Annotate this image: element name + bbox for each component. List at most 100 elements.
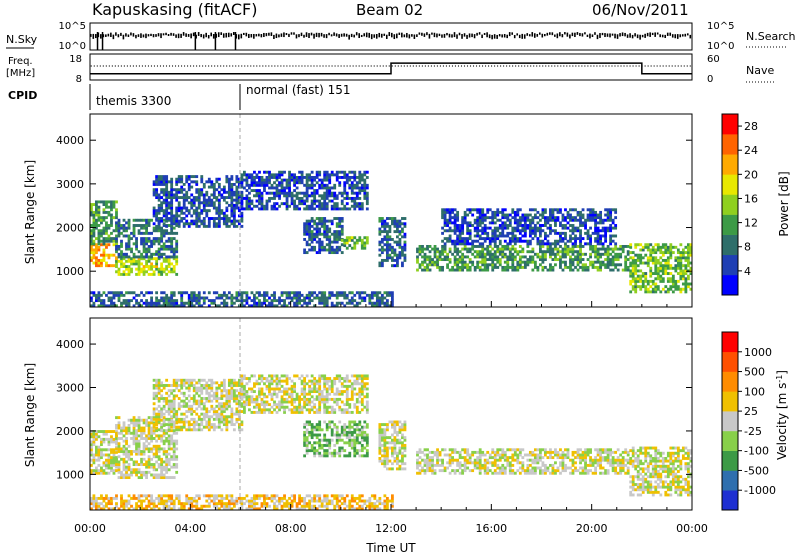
nave-point xyxy=(584,65,586,67)
heatmap-cell xyxy=(681,251,685,255)
nsky-mark xyxy=(353,34,355,38)
heatmap-cell xyxy=(659,256,663,260)
heatmap-cell xyxy=(117,468,121,472)
heatmap-cell xyxy=(150,457,154,461)
nsky-mark xyxy=(506,34,508,39)
heatmap-cell xyxy=(258,304,261,308)
heatmap-cell xyxy=(385,299,389,303)
heatmap-cell xyxy=(220,217,224,220)
heatmap-cell xyxy=(185,198,189,202)
heatmap-cell xyxy=(135,237,138,241)
heatmap-cell xyxy=(423,260,427,264)
heatmap-cell xyxy=(363,296,367,300)
heatmap-cell xyxy=(157,206,161,210)
nave-point xyxy=(590,65,592,67)
heatmap-cell xyxy=(192,198,196,202)
velocity-heatmap xyxy=(90,374,693,511)
heatmap-cell xyxy=(328,245,332,249)
heatmap-cell xyxy=(182,211,186,215)
heatmap-cell xyxy=(591,210,595,214)
heatmap-cell xyxy=(333,235,337,239)
nsky-mark xyxy=(107,33,110,37)
heatmap-cell xyxy=(338,232,342,236)
heatmap-cell xyxy=(579,210,582,214)
heatmap-cell xyxy=(448,258,452,262)
heatmap-cell xyxy=(518,208,522,212)
heatmap-cell xyxy=(616,255,620,259)
heatmap-cell xyxy=(290,176,294,179)
nave-point xyxy=(99,65,101,67)
heatmap-cell xyxy=(290,299,294,303)
nsky-mark xyxy=(373,34,376,38)
nave-point xyxy=(283,65,285,67)
heatmap-cell xyxy=(305,191,309,195)
heatmap-cell xyxy=(175,412,179,416)
heatmap-cell xyxy=(393,217,397,220)
nsky-mark xyxy=(579,32,581,37)
heatmap-cell xyxy=(554,208,557,212)
heatmap-cell xyxy=(95,458,98,462)
heatmap-cell xyxy=(516,213,520,217)
heatmap-cell xyxy=(328,243,332,247)
heatmap-cell xyxy=(458,231,462,235)
heatmap-cell xyxy=(591,231,595,235)
heatmap-cell xyxy=(335,176,339,179)
heatmap-cell xyxy=(130,421,133,425)
heatmap-cell xyxy=(333,248,337,252)
heatmap-cell xyxy=(167,444,171,448)
heatmap-cell xyxy=(127,418,131,422)
heatmap-cell xyxy=(92,221,96,225)
heatmap-cell xyxy=(323,230,327,234)
heatmap-cell xyxy=(232,222,236,226)
heatmap-cell xyxy=(110,224,113,227)
heatmap-cell xyxy=(185,214,189,218)
heatmap-cell xyxy=(115,457,118,461)
heatmap-cell xyxy=(401,245,404,249)
heatmap-cell xyxy=(107,226,111,230)
nsky-mark xyxy=(220,32,223,35)
heatmap-cell xyxy=(478,265,482,269)
heatmap-cell xyxy=(636,269,640,273)
heatmap-cell xyxy=(604,208,608,212)
heatmap-cell xyxy=(195,389,199,393)
heatmap-cell xyxy=(147,247,151,251)
heatmap-cell xyxy=(305,224,309,228)
nsky-mark xyxy=(599,33,601,38)
nave-point xyxy=(256,65,258,67)
heatmap-cell xyxy=(180,384,184,387)
heatmap-cell xyxy=(175,244,179,248)
heatmap-cell xyxy=(142,470,146,474)
heatmap-cell xyxy=(162,407,166,411)
heatmap-cell xyxy=(197,423,201,427)
heatmap-cell xyxy=(318,291,322,295)
heatmap-cell xyxy=(644,274,648,278)
heatmap-cell xyxy=(463,218,467,222)
heatmap-cell xyxy=(574,218,577,222)
heatmap-cell xyxy=(172,457,176,461)
heatmap-cell xyxy=(90,432,93,436)
heatmap-cell xyxy=(152,416,156,420)
heatmap-cell xyxy=(353,191,357,195)
heatmap-cell xyxy=(300,299,304,303)
heatmap-cell xyxy=(456,229,460,233)
nave-point xyxy=(481,65,484,67)
heatmap-cell xyxy=(167,203,171,207)
heatmap-cell xyxy=(343,173,347,177)
heatmap-cell xyxy=(237,206,241,210)
heatmap-cell xyxy=(162,304,166,308)
heatmap-cell xyxy=(556,250,560,254)
heatmap-cell xyxy=(631,256,635,260)
heatmap-cell xyxy=(222,304,226,308)
heatmap-cell xyxy=(330,232,334,236)
heatmap-cell xyxy=(325,170,329,174)
heatmap-cell xyxy=(145,242,148,246)
heatmap-cell xyxy=(157,463,161,466)
heatmap-cell xyxy=(561,226,565,230)
nave-point xyxy=(445,65,448,67)
heatmap-cell xyxy=(152,410,156,413)
heatmap-cell xyxy=(160,397,164,400)
heatmap-cell xyxy=(200,211,204,215)
heatmap-cell xyxy=(320,219,324,223)
heatmap-cell xyxy=(441,226,444,230)
nave-point xyxy=(156,65,159,67)
